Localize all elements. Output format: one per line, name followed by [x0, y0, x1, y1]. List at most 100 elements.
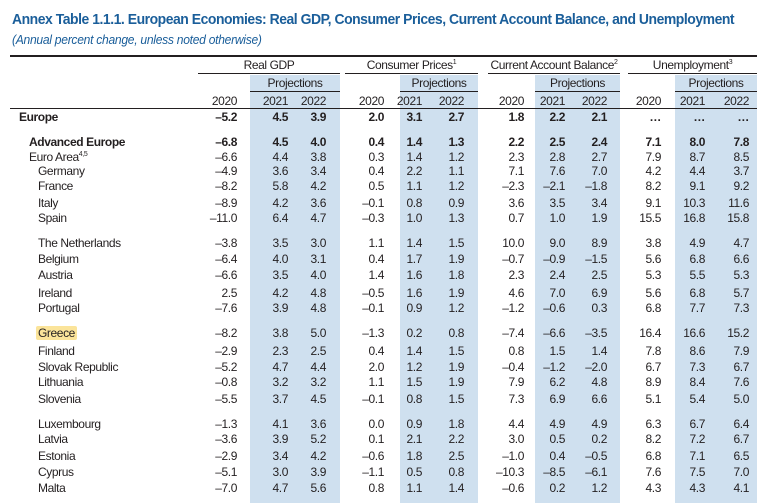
table-cell: 7.3: [508, 392, 525, 406]
table-cell: –0.8: [215, 375, 237, 389]
country-name: Latvia: [38, 432, 68, 446]
row-label: Latvia: [38, 432, 68, 446]
table-cell: 1.9: [448, 375, 465, 389]
table-cell: 4.3: [689, 481, 706, 495]
table-cell: 0.9: [406, 417, 423, 431]
table-cell: 4.5: [272, 135, 289, 149]
table-cell: 4.5: [310, 392, 327, 406]
year-header: 2021: [539, 94, 566, 108]
table-cell: 6.7: [733, 360, 750, 374]
table-cell: …: [737, 110, 749, 124]
table-cell: 9.0: [549, 236, 566, 250]
group-rule: [628, 73, 757, 74]
row-label: Finland: [38, 344, 75, 358]
year-header: 2020: [358, 94, 385, 108]
table-cell: 11.6: [728, 196, 749, 210]
table-cell: 2.7: [448, 110, 465, 124]
table-cell: –7.0: [215, 481, 237, 495]
footnote-marker: 1: [452, 59, 457, 66]
table-cell: 1.2: [591, 481, 608, 495]
table-cell: –6.6: [215, 150, 237, 164]
table-cell: –7.4: [502, 326, 524, 340]
footnote-marker: 4,5: [78, 151, 88, 158]
projections-label: Projections: [550, 76, 605, 90]
table-cell: 4.2: [645, 164, 662, 178]
table-cell: 0.9: [406, 301, 423, 315]
table-cell: 7.3: [689, 360, 706, 374]
table-cell: –1.8: [585, 179, 607, 193]
table-cell: 4.2: [310, 179, 327, 193]
projections-label: Projections: [688, 76, 744, 90]
table-cell: 6.9: [549, 392, 566, 406]
table-cell: –0.7: [502, 252, 524, 266]
row-label: Greece: [36, 326, 77, 340]
projection-band: [250, 75, 340, 503]
table-cell: –1.3: [215, 417, 237, 431]
year-header: 2020: [498, 94, 525, 108]
table-cell: –0.6: [362, 449, 384, 463]
table-cell: 3.5: [549, 196, 566, 210]
table-cell: 3.7: [733, 164, 750, 178]
table-cell: 2.2: [448, 432, 465, 446]
table-cell: –0.1: [362, 301, 384, 315]
table-cell: 10.3: [683, 196, 705, 210]
table-cell: 7.1: [508, 164, 525, 178]
table-cell: 2.2: [406, 164, 423, 178]
country-name: Advanced Europe: [29, 135, 126, 149]
table-cell: 5.0: [310, 326, 327, 340]
year-header: 2021: [679, 94, 706, 108]
table-cell: 2.0: [368, 360, 385, 374]
year-header: 2022: [438, 94, 465, 108]
table-cell: 2.1: [591, 110, 608, 124]
table-cell: 1.2: [448, 150, 465, 164]
table-cell: 5.4: [689, 392, 706, 406]
table-cell: 4.0: [310, 268, 327, 282]
table-cell: 8.9: [591, 236, 608, 250]
table-cell: 5.8: [272, 179, 289, 193]
table-cell: 3.6: [310, 417, 327, 431]
group-rule: [198, 73, 340, 74]
table-cell: 1.3: [448, 211, 465, 225]
table-cell: 7.0: [549, 286, 566, 300]
table-cell: 0.4: [368, 252, 385, 266]
table-cell: 2.5: [310, 344, 327, 358]
table-cell: 7.0: [591, 164, 608, 178]
table-cell: 7.6: [733, 375, 750, 389]
table-cell: –0.6: [543, 301, 565, 315]
country-name: Cyprus: [38, 465, 74, 479]
table-cell: 0.3: [591, 301, 608, 315]
table-cell: 6.6: [591, 392, 608, 406]
table-cell: 1.4: [406, 344, 423, 358]
table-cell: 1.8: [508, 110, 525, 124]
table-cell: –2.0: [585, 360, 607, 374]
table-cell: –0.6: [502, 481, 524, 495]
table-cell: 1.9: [448, 286, 465, 300]
table-cell: 1.4: [406, 236, 423, 250]
projections-label: Projections: [411, 76, 467, 90]
table-cell: 7.0: [733, 465, 750, 479]
table-cell: 7.7: [689, 301, 706, 315]
footnote-marker: 3: [728, 59, 733, 66]
table-cell: –0.5: [362, 286, 384, 300]
table-cell: 8.6: [689, 344, 706, 358]
country-name: Finland: [38, 344, 75, 358]
table-cell: 3.9: [310, 110, 327, 124]
table-cell: –1.0: [502, 449, 524, 463]
projections-rule: [250, 91, 340, 92]
table-cell: 4.2: [272, 286, 289, 300]
table-cell: 6.9: [591, 286, 608, 300]
table-cell: 1.0: [406, 211, 423, 225]
table-cell: 0.8: [406, 392, 423, 406]
table-cell: 3.8: [272, 326, 289, 340]
table-cell: –3.6: [215, 432, 237, 446]
row-label: Germany: [38, 164, 85, 178]
table-cell: 2.5: [221, 286, 238, 300]
table-cell: –11.0: [209, 211, 238, 225]
table-cell: 1.4: [448, 481, 465, 495]
table-cell: 3.6: [310, 196, 327, 210]
table-cell: –2.9: [215, 449, 237, 463]
table-cell: 0.5: [368, 179, 385, 193]
table-cell: 15.5: [639, 211, 661, 225]
country-name: Greece: [36, 326, 77, 340]
projection-band: [675, 75, 757, 503]
